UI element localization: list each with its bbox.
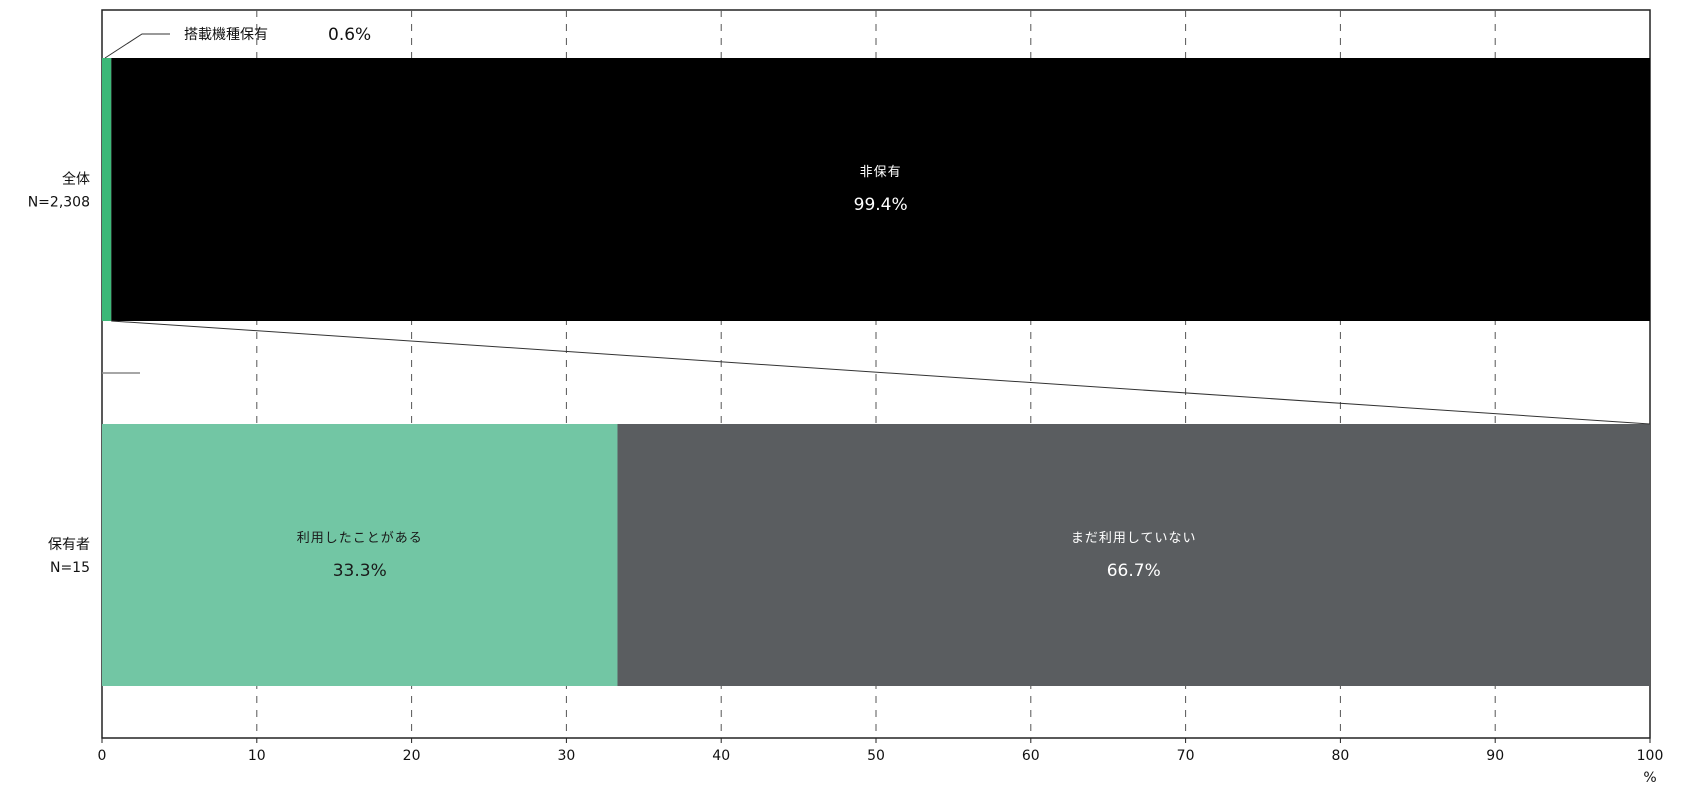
segment-name-label: まだ利用していない (1071, 531, 1197, 546)
callout-leader-line (104, 33, 170, 59)
segment-name-label: 利用したことがある (297, 531, 423, 546)
segment-name-label: 非保有 (860, 165, 902, 180)
row-sublabel: N=2,308 (28, 195, 90, 211)
callout-label: 搭載機種保有 (184, 27, 268, 43)
bar-segment (102, 58, 112, 321)
x-unit-label: % (1643, 770, 1656, 786)
x-tick-label: 0 (98, 748, 107, 764)
x-tick-label: 40 (712, 748, 730, 764)
connector-line (111, 320, 1651, 425)
bar-segment (102, 424, 618, 686)
segment-value-label: 99.4% (854, 195, 908, 215)
segment-value-label: 33.3% (333, 561, 387, 581)
x-axis: 0 10 20 30 40 50 60 70 80 90 100% (98, 738, 1664, 786)
bar-segment (617, 424, 1650, 686)
callout-value-label: 0.6% (328, 25, 371, 45)
bar-segment (111, 58, 1651, 321)
row-sublabel: N=15 (50, 560, 90, 576)
connector-lines (104, 33, 1651, 425)
segment-value-label: 66.7% (1107, 561, 1161, 581)
x-tick-label: 60 (1022, 748, 1040, 764)
x-tick-label: 10 (248, 748, 266, 764)
x-tick-label: 70 (1177, 748, 1195, 764)
x-tick-label: 50 (867, 748, 885, 764)
x-tick-label: 90 (1486, 748, 1504, 764)
x-tick-label: 30 (557, 748, 575, 764)
row-label: 全体 (62, 171, 90, 188)
x-tick-label: 80 (1331, 748, 1349, 764)
x-tick-label: 20 (403, 748, 421, 764)
bars (102, 58, 1651, 686)
x-tick-label: 100 (1637, 748, 1664, 764)
labels: 搭載機種保有 0.6% 非保有 99.4% 全体 N=2,308 利用したことがある 33.3… (28, 25, 1197, 581)
row-label: 保有者 (48, 537, 90, 553)
